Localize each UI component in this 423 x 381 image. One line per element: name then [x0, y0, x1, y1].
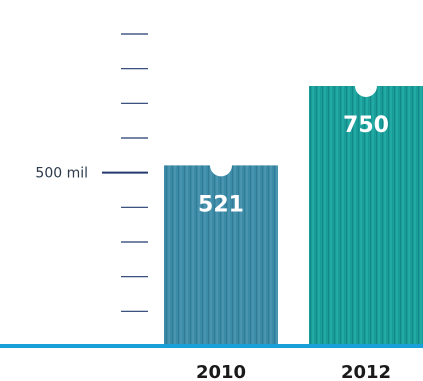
- bars: 521 750: [164, 75, 423, 346]
- bar: [164, 165, 278, 346]
- x-tick-label: 2012: [341, 362, 391, 381]
- bar: [309, 86, 423, 346]
- category-labels: 2010 2012: [196, 362, 391, 381]
- x-tick-label: 2010: [196, 362, 246, 381]
- bar-notch: [210, 154, 232, 177]
- y-tick-label: 500 mil: [35, 166, 88, 182]
- y-axis-ticks: 500 mil: [35, 33, 148, 312]
- bar-notch: [355, 75, 377, 97]
- data-label: 521: [198, 192, 244, 217]
- data-label: 750: [343, 113, 389, 138]
